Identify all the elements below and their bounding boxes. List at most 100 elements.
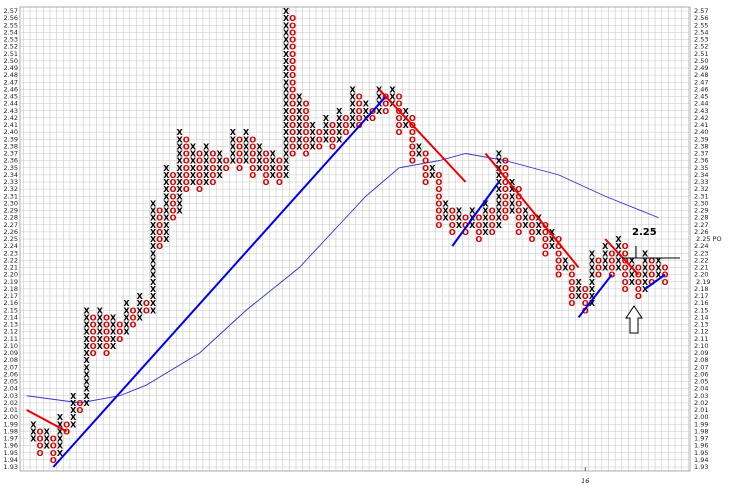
- y-tick-label: 2.34: [4, 171, 18, 179]
- x-box: X: [177, 164, 184, 173]
- o-box: O: [502, 157, 509, 166]
- o-box: O: [103, 313, 110, 322]
- x-box: X: [496, 150, 503, 159]
- x-box: X: [642, 256, 649, 265]
- o-box: O: [515, 192, 522, 201]
- y-tick-label: 2.02: [4, 399, 18, 407]
- x-box: X: [296, 128, 303, 137]
- x-box: X: [283, 71, 290, 80]
- o-box: O: [76, 399, 83, 408]
- x-box: X: [403, 107, 410, 116]
- x-box: X: [642, 271, 649, 280]
- x-box: X: [30, 435, 37, 444]
- o-box: O: [63, 427, 70, 436]
- x-box: X: [230, 142, 237, 151]
- y-tick-label: 2.46: [4, 85, 18, 93]
- pnf-column: XX: [416, 142, 423, 158]
- o-box: O: [608, 264, 615, 273]
- o-box: O: [196, 171, 203, 180]
- o-box: O: [156, 242, 163, 251]
- o-box: O: [542, 249, 549, 258]
- o-box: O: [90, 328, 97, 337]
- o-box: O: [263, 150, 270, 159]
- o-box: O: [183, 135, 190, 144]
- pnf-column: OO: [223, 157, 230, 173]
- o-box: O: [569, 299, 576, 308]
- x-box: X: [482, 221, 489, 230]
- o-box: O: [116, 321, 123, 330]
- x-box: X: [642, 249, 649, 258]
- x-box: X: [296, 114, 303, 123]
- o-box: O: [249, 157, 256, 166]
- o-box: O: [236, 135, 243, 144]
- o-box: O: [209, 150, 216, 159]
- o-box: O: [249, 164, 256, 173]
- x-box: X: [522, 214, 529, 223]
- o-box: O: [569, 264, 576, 273]
- o-box: O: [436, 199, 443, 208]
- o-box: O: [462, 221, 469, 230]
- o-box: O: [356, 93, 363, 102]
- x-box: X: [589, 292, 596, 301]
- x-box: X: [482, 207, 489, 216]
- x-box: X: [323, 135, 330, 144]
- y-tick-label: 2.28: [694, 214, 708, 222]
- o-box: O: [37, 435, 44, 444]
- x-box: X: [44, 442, 51, 451]
- x-box: X: [97, 328, 104, 337]
- o-box: O: [409, 142, 416, 151]
- o-box: O: [529, 214, 536, 223]
- x-box: X: [536, 221, 543, 230]
- x-box: X: [150, 278, 157, 287]
- x-box: X: [163, 228, 170, 237]
- o-box: O: [50, 456, 57, 465]
- o-box: O: [183, 185, 190, 194]
- o-box: O: [249, 135, 256, 144]
- o-box: O: [635, 271, 642, 280]
- y-tick-label: 2.44: [4, 100, 18, 108]
- pnf-column: XX: [562, 256, 569, 272]
- y-tick-label: 2.13: [4, 321, 18, 329]
- x-box: X: [177, 128, 184, 137]
- y-tick-label: 2.53: [4, 36, 18, 44]
- y-tick-label: 2.14: [4, 313, 18, 321]
- y-tick-label: 2.24: [4, 242, 18, 250]
- x-box: X: [163, 214, 170, 223]
- x-box: X: [482, 214, 489, 223]
- y-tick-label: 1.94: [694, 456, 708, 464]
- o-box: O: [635, 292, 642, 301]
- o-box: O: [436, 171, 443, 180]
- x-box: X: [190, 171, 197, 180]
- o-box: O: [130, 313, 137, 322]
- o-box: O: [143, 306, 150, 315]
- o-box: O: [303, 135, 310, 144]
- o-box: O: [50, 449, 57, 458]
- x-box: X: [97, 321, 104, 330]
- o-box: O: [209, 164, 216, 173]
- y-tick-label: 2.17: [694, 292, 708, 300]
- y-tick-label: 1.98: [694, 427, 708, 435]
- o-box: O: [542, 228, 549, 237]
- o-box: O: [595, 271, 602, 280]
- o-box: O: [648, 264, 655, 273]
- y-tick-label: 2.47: [694, 78, 708, 86]
- x-box: X: [283, 14, 290, 23]
- y-tick-label: 2.49: [4, 64, 18, 72]
- pnf-column: OOO: [342, 114, 349, 137]
- o-box: O: [50, 435, 57, 444]
- trendline: [484, 152, 580, 269]
- x-box: X: [589, 271, 596, 280]
- o-box: O: [475, 214, 482, 223]
- o-box: O: [582, 292, 589, 301]
- x-box: X: [150, 285, 157, 294]
- o-box: O: [502, 185, 509, 194]
- o-box: O: [489, 214, 496, 223]
- x-box: X: [296, 121, 303, 130]
